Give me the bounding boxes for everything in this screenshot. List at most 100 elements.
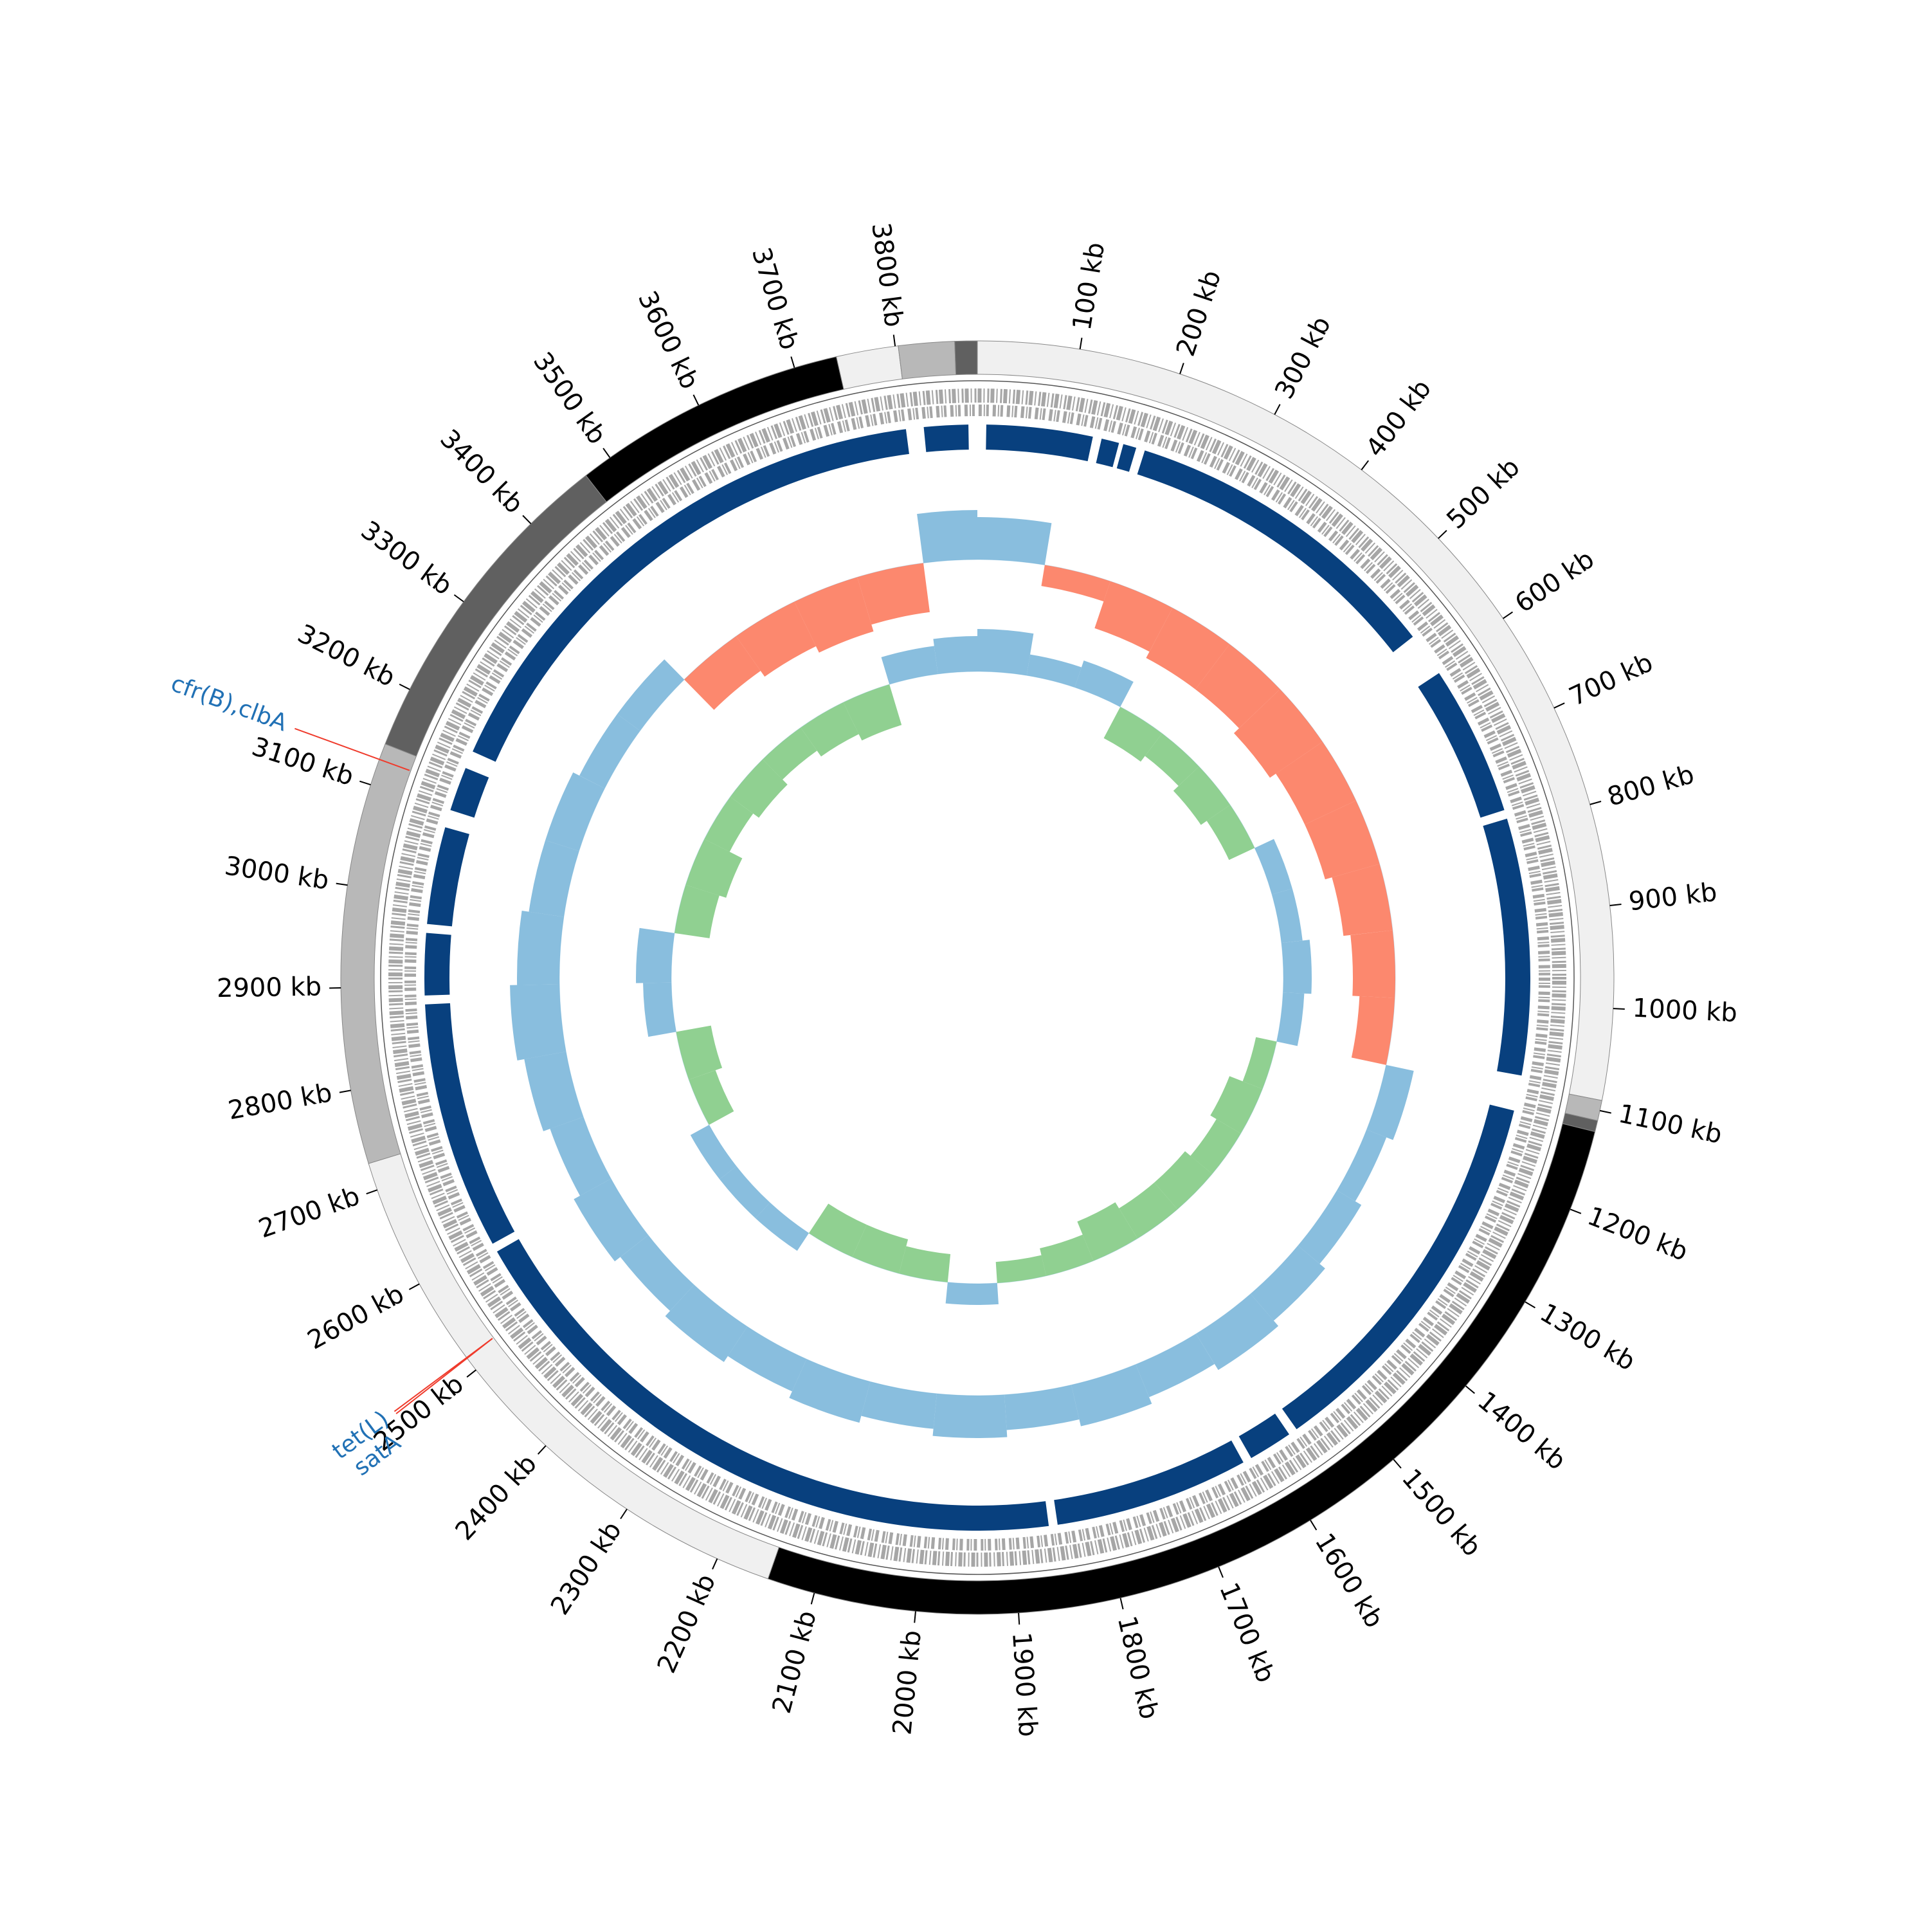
alignment-block xyxy=(1483,819,1530,1076)
tick-mark xyxy=(467,1370,476,1377)
tick-label: 2900 kb xyxy=(217,972,322,1004)
gc-skew-bin xyxy=(691,1125,736,1180)
tick-mark xyxy=(1570,1209,1581,1214)
tick-label: 600 kb xyxy=(1510,545,1600,619)
tick-mark xyxy=(603,448,610,458)
gc-content-bin xyxy=(1004,1385,1079,1430)
alignment-block xyxy=(1096,439,1119,467)
gc-content-bin xyxy=(617,659,684,731)
tick-mark xyxy=(1180,363,1184,374)
tick-mark xyxy=(367,1190,377,1194)
gc-skew-bin xyxy=(996,1255,1046,1283)
alignment-block xyxy=(450,768,489,817)
gc-content-bin xyxy=(917,510,977,563)
tick-label: 3600 kb xyxy=(632,287,705,394)
gc-skew-bin xyxy=(977,629,1033,675)
tick-label: 2400 kb xyxy=(450,1449,543,1546)
gc-content-bin xyxy=(524,1052,583,1131)
gc-content-bin xyxy=(1041,565,1110,602)
alignment-block xyxy=(1117,444,1136,472)
tick-label: 2000 kb xyxy=(887,1629,927,1736)
gc-skew-bin xyxy=(1027,655,1082,688)
tick-mark xyxy=(1525,1302,1535,1308)
tick-label: 1100 kb xyxy=(1616,1099,1725,1150)
gc-content-bin xyxy=(517,911,564,985)
tick-label: 3500 kb xyxy=(527,347,612,450)
tick-label: 3800 kb xyxy=(865,221,909,329)
tick-label: 2300 kb xyxy=(545,1517,628,1620)
tick-mark xyxy=(1080,338,1082,349)
tick-label: 1900 kb xyxy=(1006,1631,1042,1738)
tick-mark xyxy=(1121,1598,1123,1610)
tick-label: 3300 kb xyxy=(356,515,458,601)
tick-mark xyxy=(340,1090,351,1092)
gc-skew-bin xyxy=(1074,661,1133,707)
tick-label: 2200 kb xyxy=(652,1570,722,1678)
contig-segment xyxy=(955,341,977,375)
tick-mark xyxy=(1438,531,1447,538)
tick-mark xyxy=(1466,1386,1475,1394)
alignment-block xyxy=(986,424,1092,461)
tick-mark xyxy=(1393,1459,1401,1468)
gc-content-bin xyxy=(1337,1130,1386,1201)
tick-mark xyxy=(791,357,794,368)
tick-label: 3400 kb xyxy=(434,424,529,520)
tick-mark xyxy=(1613,1008,1625,1009)
gc-skew-bin xyxy=(882,646,938,684)
tick-label: 3200 kb xyxy=(293,619,399,693)
gc-content-bin xyxy=(1298,1190,1362,1264)
tick-label: 900 kb xyxy=(1627,877,1719,916)
tick-label: 1500 kb xyxy=(1396,1464,1487,1562)
tick-mark xyxy=(523,515,531,524)
tick-label: 2600 kb xyxy=(303,1279,409,1356)
tick-label: 2100 kb xyxy=(767,1608,822,1717)
tick-mark xyxy=(1310,1520,1316,1530)
gc-content-bin xyxy=(1366,1065,1413,1140)
gc-skew-bin xyxy=(720,1166,770,1218)
tick-label: 1700 kb xyxy=(1213,1578,1280,1686)
tick-mark xyxy=(914,1611,916,1623)
tick-mark xyxy=(693,395,698,405)
tick-mark xyxy=(359,781,370,785)
tick-mark xyxy=(894,334,895,346)
tick-label: 200 kb xyxy=(1171,267,1227,360)
tick-mark xyxy=(1361,460,1368,469)
tick-mark xyxy=(620,1509,627,1518)
tick-mark xyxy=(336,884,348,886)
annotation-label: cfr(B),clbA xyxy=(167,670,291,736)
gc-content-bin xyxy=(545,772,604,851)
tick-label: 2700 kb xyxy=(255,1181,363,1244)
tick-mark xyxy=(1554,703,1564,708)
tick-label: 800 kb xyxy=(1604,760,1698,812)
gc-content-bin xyxy=(861,1381,937,1428)
tick-label: 1800 kb xyxy=(1112,1613,1164,1722)
tick-mark xyxy=(1218,1567,1223,1578)
tick-label: 500 kb xyxy=(1441,452,1525,534)
gc-content-bin xyxy=(933,1394,1008,1438)
tick-mark xyxy=(712,1559,717,1569)
alignment-block xyxy=(497,1239,1049,1531)
gc-skew-bin xyxy=(636,928,675,983)
tick-label: 3700 kb xyxy=(746,244,804,353)
tick-label: 1600 kb xyxy=(1309,1528,1390,1633)
gc-skew-bin xyxy=(933,636,977,674)
tick-mark xyxy=(409,1284,419,1290)
gc-skew-bin xyxy=(946,1282,999,1305)
alignment-block xyxy=(425,1003,514,1244)
gc-skew-bin xyxy=(899,1246,950,1282)
tick-label: 1200 kb xyxy=(1583,1201,1692,1267)
tick-label: 2800 kb xyxy=(226,1078,334,1125)
alignment-block xyxy=(924,424,969,452)
tick-label: 1300 kb xyxy=(1535,1298,1640,1377)
tick-mark xyxy=(1610,904,1622,906)
gc-skew-bin xyxy=(756,1203,809,1251)
tick-label: 1000 kb xyxy=(1632,994,1738,1028)
gc-skew-bin xyxy=(1254,839,1292,894)
gc-content-bin xyxy=(510,985,566,1061)
gc-content-bin xyxy=(1350,930,1395,998)
gc-content-bin xyxy=(977,517,1051,565)
tick-label: 700 kb xyxy=(1564,648,1657,712)
tick-mark xyxy=(811,1593,815,1604)
gc-skew-bin xyxy=(1276,992,1304,1046)
